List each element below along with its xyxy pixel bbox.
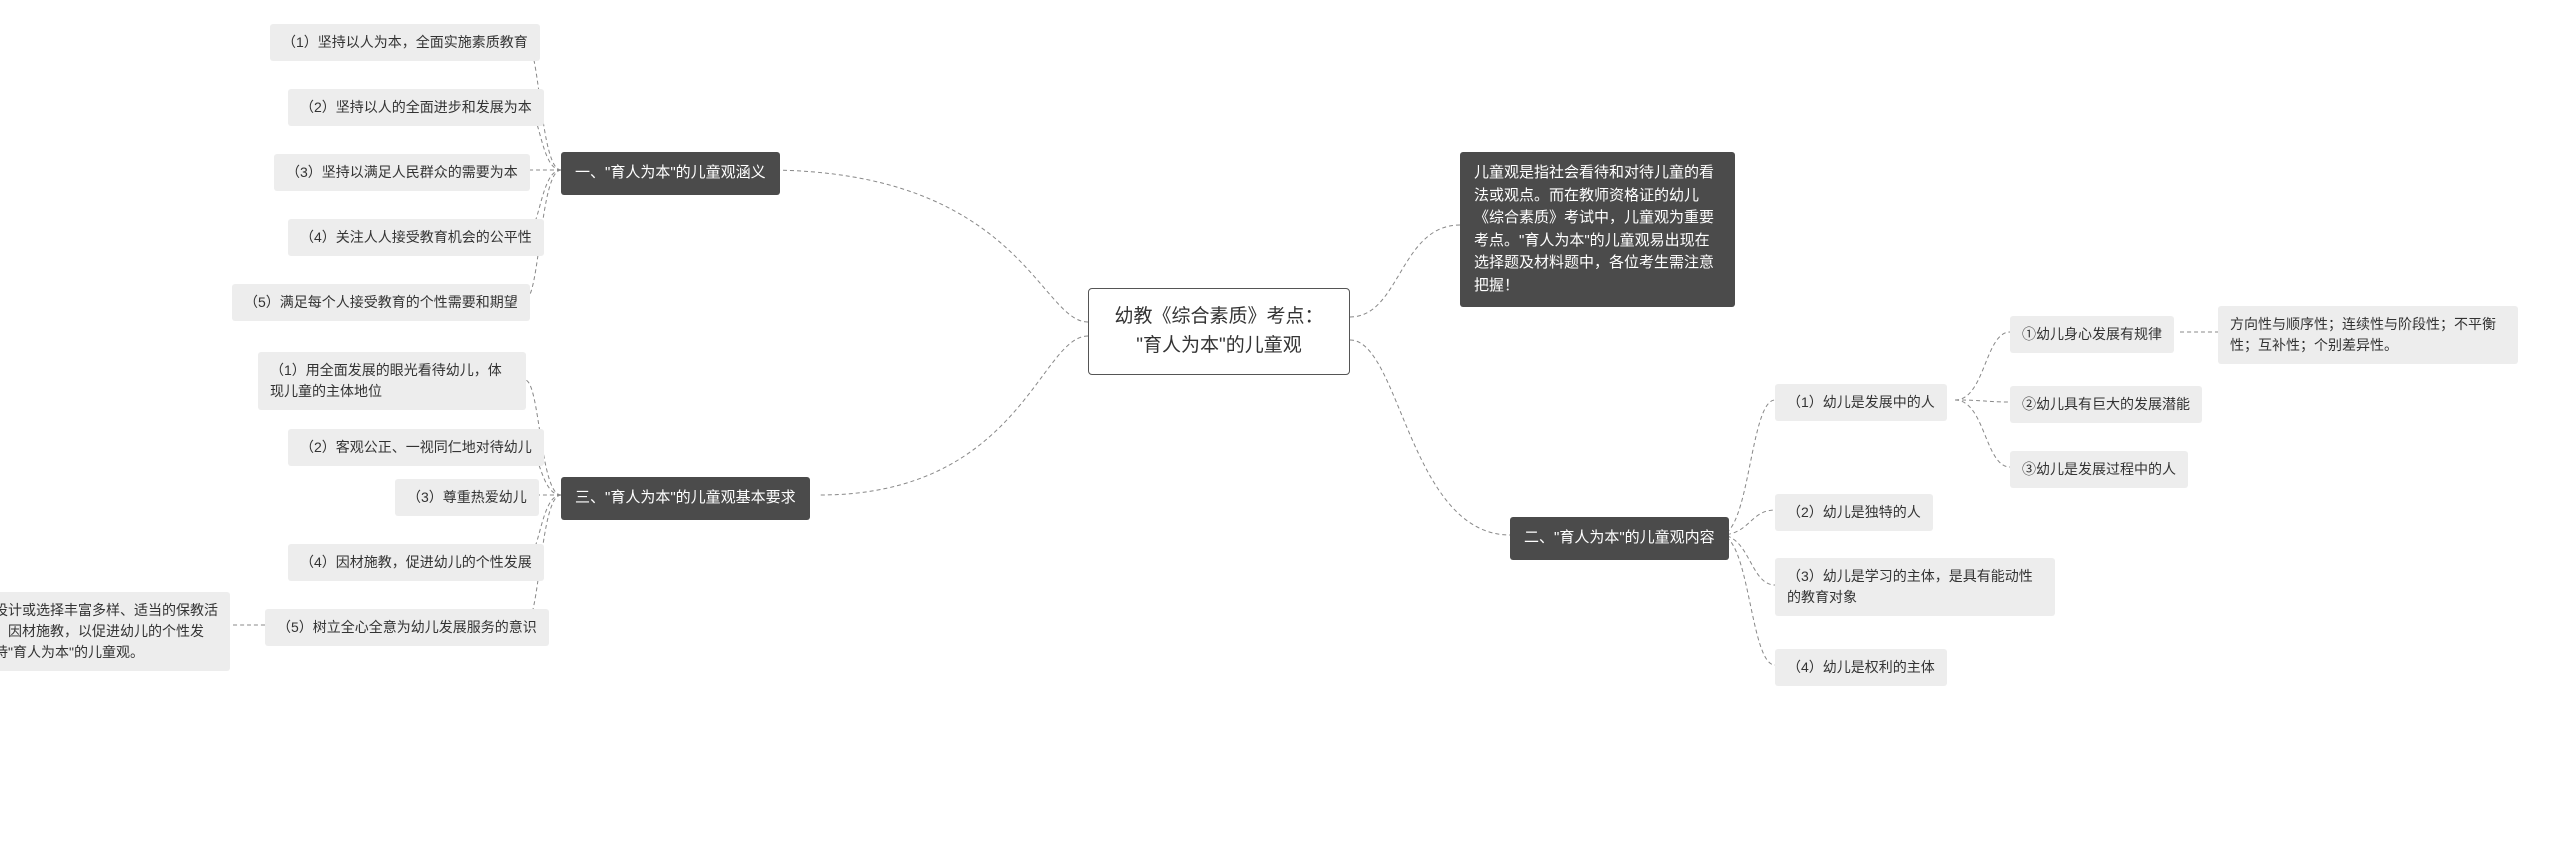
branch1-item-2: （2）坚持以人的全面进步和发展为本 <box>288 89 544 126</box>
branch2-item1-sub3: ③幼儿是发展过程中的人 <box>2010 451 2188 488</box>
branch3-item-3: （3）尊重热爱幼儿 <box>395 479 539 516</box>
branch2-item1-sub1-note: 方向性与顺序性；连续性与阶段性；不平衡性；互补性；个别差异性。 <box>2218 306 2518 364</box>
branch3-title: 三、"育人为本"的儿童观基本要求 <box>561 477 810 520</box>
central-line1: 幼教《综合素质》考点： <box>1114 306 1323 327</box>
branch2-item1-sub1: ①幼儿身心发展有规律 <box>2010 316 2174 353</box>
branch1-title: 一、"育人为本"的儿童观涵义 <box>561 152 780 195</box>
branch1-item-4: （4）关注人人接受教育机会的公平性 <box>288 219 544 256</box>
central-line2: "育人为本"的儿童观 <box>1136 335 1302 356</box>
branch1-item-5: （5）满足每个人接受教育的个性需要和期望 <box>232 284 530 321</box>
branch1-item-1: （1）坚持以人为本，全面实施素质教育 <box>270 24 540 61</box>
branch3-item-4: （4）因材施教，促进幼儿的个性发展 <box>288 544 544 581</box>
branch3-item-5: （5）树立全心全意为幼儿发展服务的意识 <box>265 609 549 646</box>
branch2-title: 二、"育人为本"的儿童观内容 <box>1510 517 1729 560</box>
branch2-item-3: （3）幼儿是学习的主体，是具有能动性的教育对象 <box>1775 558 2055 616</box>
branch2-item1-sub2: ②幼儿具有巨大的发展潜能 <box>2010 386 2202 423</box>
branch1-item-3: （3）坚持以满足人民群众的需要为本 <box>274 154 530 191</box>
central-topic: 幼教《综合素质》考点： "育人为本"的儿童观 <box>1088 288 1350 375</box>
branch2-item-2: （2）幼儿是独特的人 <box>1775 494 1933 531</box>
intro-note: 儿童观是指社会看待和对待儿童的看法或观点。而在教师资格证的幼儿《综合素质》考试中… <box>1460 152 1735 307</box>
branch3-item-1: （1）用全面发展的眼光看待幼儿，体现儿童的主体地位 <box>258 352 526 410</box>
branch3-item-2: （2）客观公正、一视同仁地对待幼儿 <box>288 429 544 466</box>
branch2-item-1: （1）幼儿是发展中的人 <box>1775 384 1947 421</box>
branch3-note: 教师需设计或选择丰富多样、适当的保教活动方式，因材施教，以促进幼儿的个性发展。坚… <box>0 592 230 671</box>
branch2-item-4: （4）幼儿是权利的主体 <box>1775 649 1947 686</box>
